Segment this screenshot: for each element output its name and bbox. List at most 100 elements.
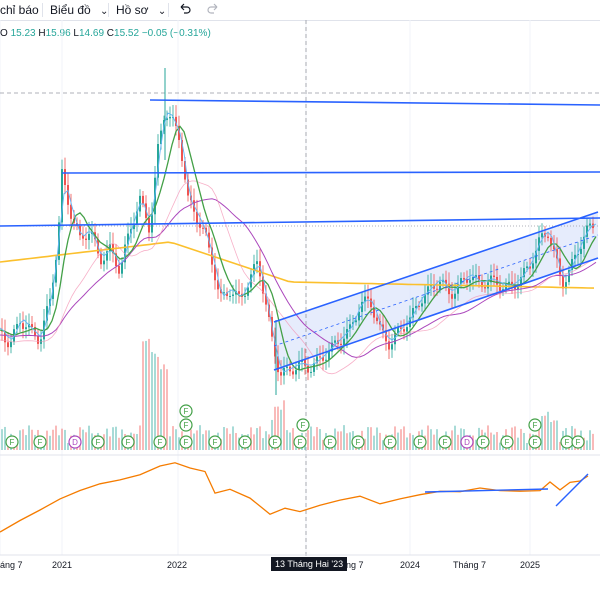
volume-bar: [346, 433, 348, 450]
volume-bar: [25, 435, 27, 450]
volume-bar: [457, 434, 459, 450]
channel-lower: [273, 257, 599, 371]
volume-bar: [52, 429, 54, 450]
earnings-marker[interactable]: F: [293, 435, 307, 449]
chart-menu-button[interactable]: Biểu đồ ⌄: [50, 2, 108, 18]
candle-body: [232, 294, 234, 296]
chevron-down-icon: ⌄: [157, 6, 167, 17]
candle-body: [25, 327, 27, 329]
earnings-marker[interactable]: F: [528, 418, 542, 432]
crosshair-date-badge: 13 Tháng Hai '23: [271, 557, 348, 571]
earnings-marker[interactable]: F: [121, 435, 135, 449]
candle-body: [370, 298, 372, 308]
earnings-marker[interactable]: F: [438, 435, 452, 449]
earnings-marker[interactable]: F: [476, 435, 490, 449]
volume-bar: [151, 352, 153, 450]
earnings-marker[interactable]: F: [560, 435, 574, 449]
earnings-marker[interactable]: F: [296, 418, 310, 432]
earnings-marker[interactable]: F: [571, 435, 585, 449]
candle-body: [427, 286, 429, 295]
oscillator-trendline-flat: [424, 488, 549, 493]
volume-bar: [592, 433, 594, 450]
volume-bar: [451, 430, 453, 450]
volume-bar: [205, 430, 207, 450]
earnings-marker[interactable]: F: [528, 435, 542, 449]
candle-body: [388, 341, 390, 350]
undo-button[interactable]: [178, 2, 192, 18]
earnings-marker[interactable]: F: [179, 404, 193, 418]
candle-body: [277, 356, 279, 373]
candle-body: [580, 248, 582, 254]
candle-body: [532, 263, 534, 269]
candle-body: [316, 356, 318, 364]
candle-body: [169, 116, 171, 119]
earnings-marker[interactable]: F: [268, 435, 282, 449]
volume-bar: [109, 436, 111, 450]
event-marker-label: F: [505, 438, 510, 447]
volume-bar: [370, 427, 372, 450]
candle-body: [520, 277, 522, 287]
candle-body: [484, 287, 486, 289]
candle-body: [22, 323, 24, 329]
candle-body: [325, 359, 327, 361]
candle-body: [10, 341, 12, 348]
redo-button[interactable]: [206, 2, 220, 18]
candle-body: [343, 338, 345, 345]
event-marker-label: F: [96, 438, 101, 447]
dividend-marker[interactable]: D: [68, 435, 82, 449]
profile-menu-button[interactable]: Hồ sơ ⌄: [116, 2, 166, 18]
volume-bar: [178, 437, 180, 450]
volume-bar: [427, 425, 429, 450]
volume-bar: [373, 435, 375, 450]
earnings-marker[interactable]: F: [153, 435, 167, 449]
volume-bar: [409, 433, 411, 450]
volume-bar: [226, 428, 228, 450]
volume-bar: [157, 356, 159, 450]
low-label: L: [73, 28, 79, 39]
candle-body: [454, 293, 456, 299]
earnings-marker[interactable]: F: [179, 418, 193, 432]
time-axis-label: áng 7: [0, 560, 23, 570]
toolbar-divider: [168, 3, 169, 17]
candle-body: [331, 342, 333, 352]
candle-body: [118, 265, 120, 274]
dividend-marker[interactable]: D: [460, 435, 474, 449]
earnings-marker[interactable]: F: [383, 435, 397, 449]
volume-bar: [589, 430, 591, 450]
earnings-marker[interactable]: F: [500, 435, 514, 449]
candle-body: [175, 116, 177, 126]
candle-body: [247, 287, 249, 296]
volume-bar: [259, 426, 261, 450]
earnings-marker[interactable]: F: [179, 435, 193, 449]
earnings-marker[interactable]: F: [5, 435, 19, 449]
indicators-button[interactable]: chỉ báo: [0, 3, 39, 17]
earnings-marker[interactable]: F: [208, 435, 222, 449]
candle-body: [358, 311, 360, 321]
candle-body: [142, 195, 144, 204]
candle-body: [286, 366, 288, 368]
event-marker-label: F: [443, 438, 448, 447]
earnings-marker[interactable]: F: [238, 435, 252, 449]
event-marker-label: F: [328, 438, 333, 447]
volume-bar: [67, 443, 69, 450]
candle-body: [421, 303, 423, 307]
time-axis-label: háng 7: [336, 560, 364, 570]
candle-body: [541, 233, 543, 238]
candle-body: [85, 238, 87, 240]
earnings-marker[interactable]: F: [33, 435, 47, 449]
candle-body: [430, 285, 432, 287]
candle-body: [583, 236, 585, 249]
time-axis-label: 2021: [52, 560, 72, 570]
volume-bar: [541, 416, 543, 450]
earnings-marker[interactable]: F: [323, 435, 337, 449]
candle-body: [88, 233, 90, 240]
candle-body: [328, 351, 330, 360]
volume-bar: [337, 431, 339, 450]
earnings-marker[interactable]: F: [91, 435, 105, 449]
candle-body: [160, 130, 162, 145]
candle-body: [103, 260, 105, 265]
earnings-marker[interactable]: F: [413, 435, 427, 449]
candle-body: [508, 281, 510, 284]
earnings-marker[interactable]: F: [351, 435, 365, 449]
